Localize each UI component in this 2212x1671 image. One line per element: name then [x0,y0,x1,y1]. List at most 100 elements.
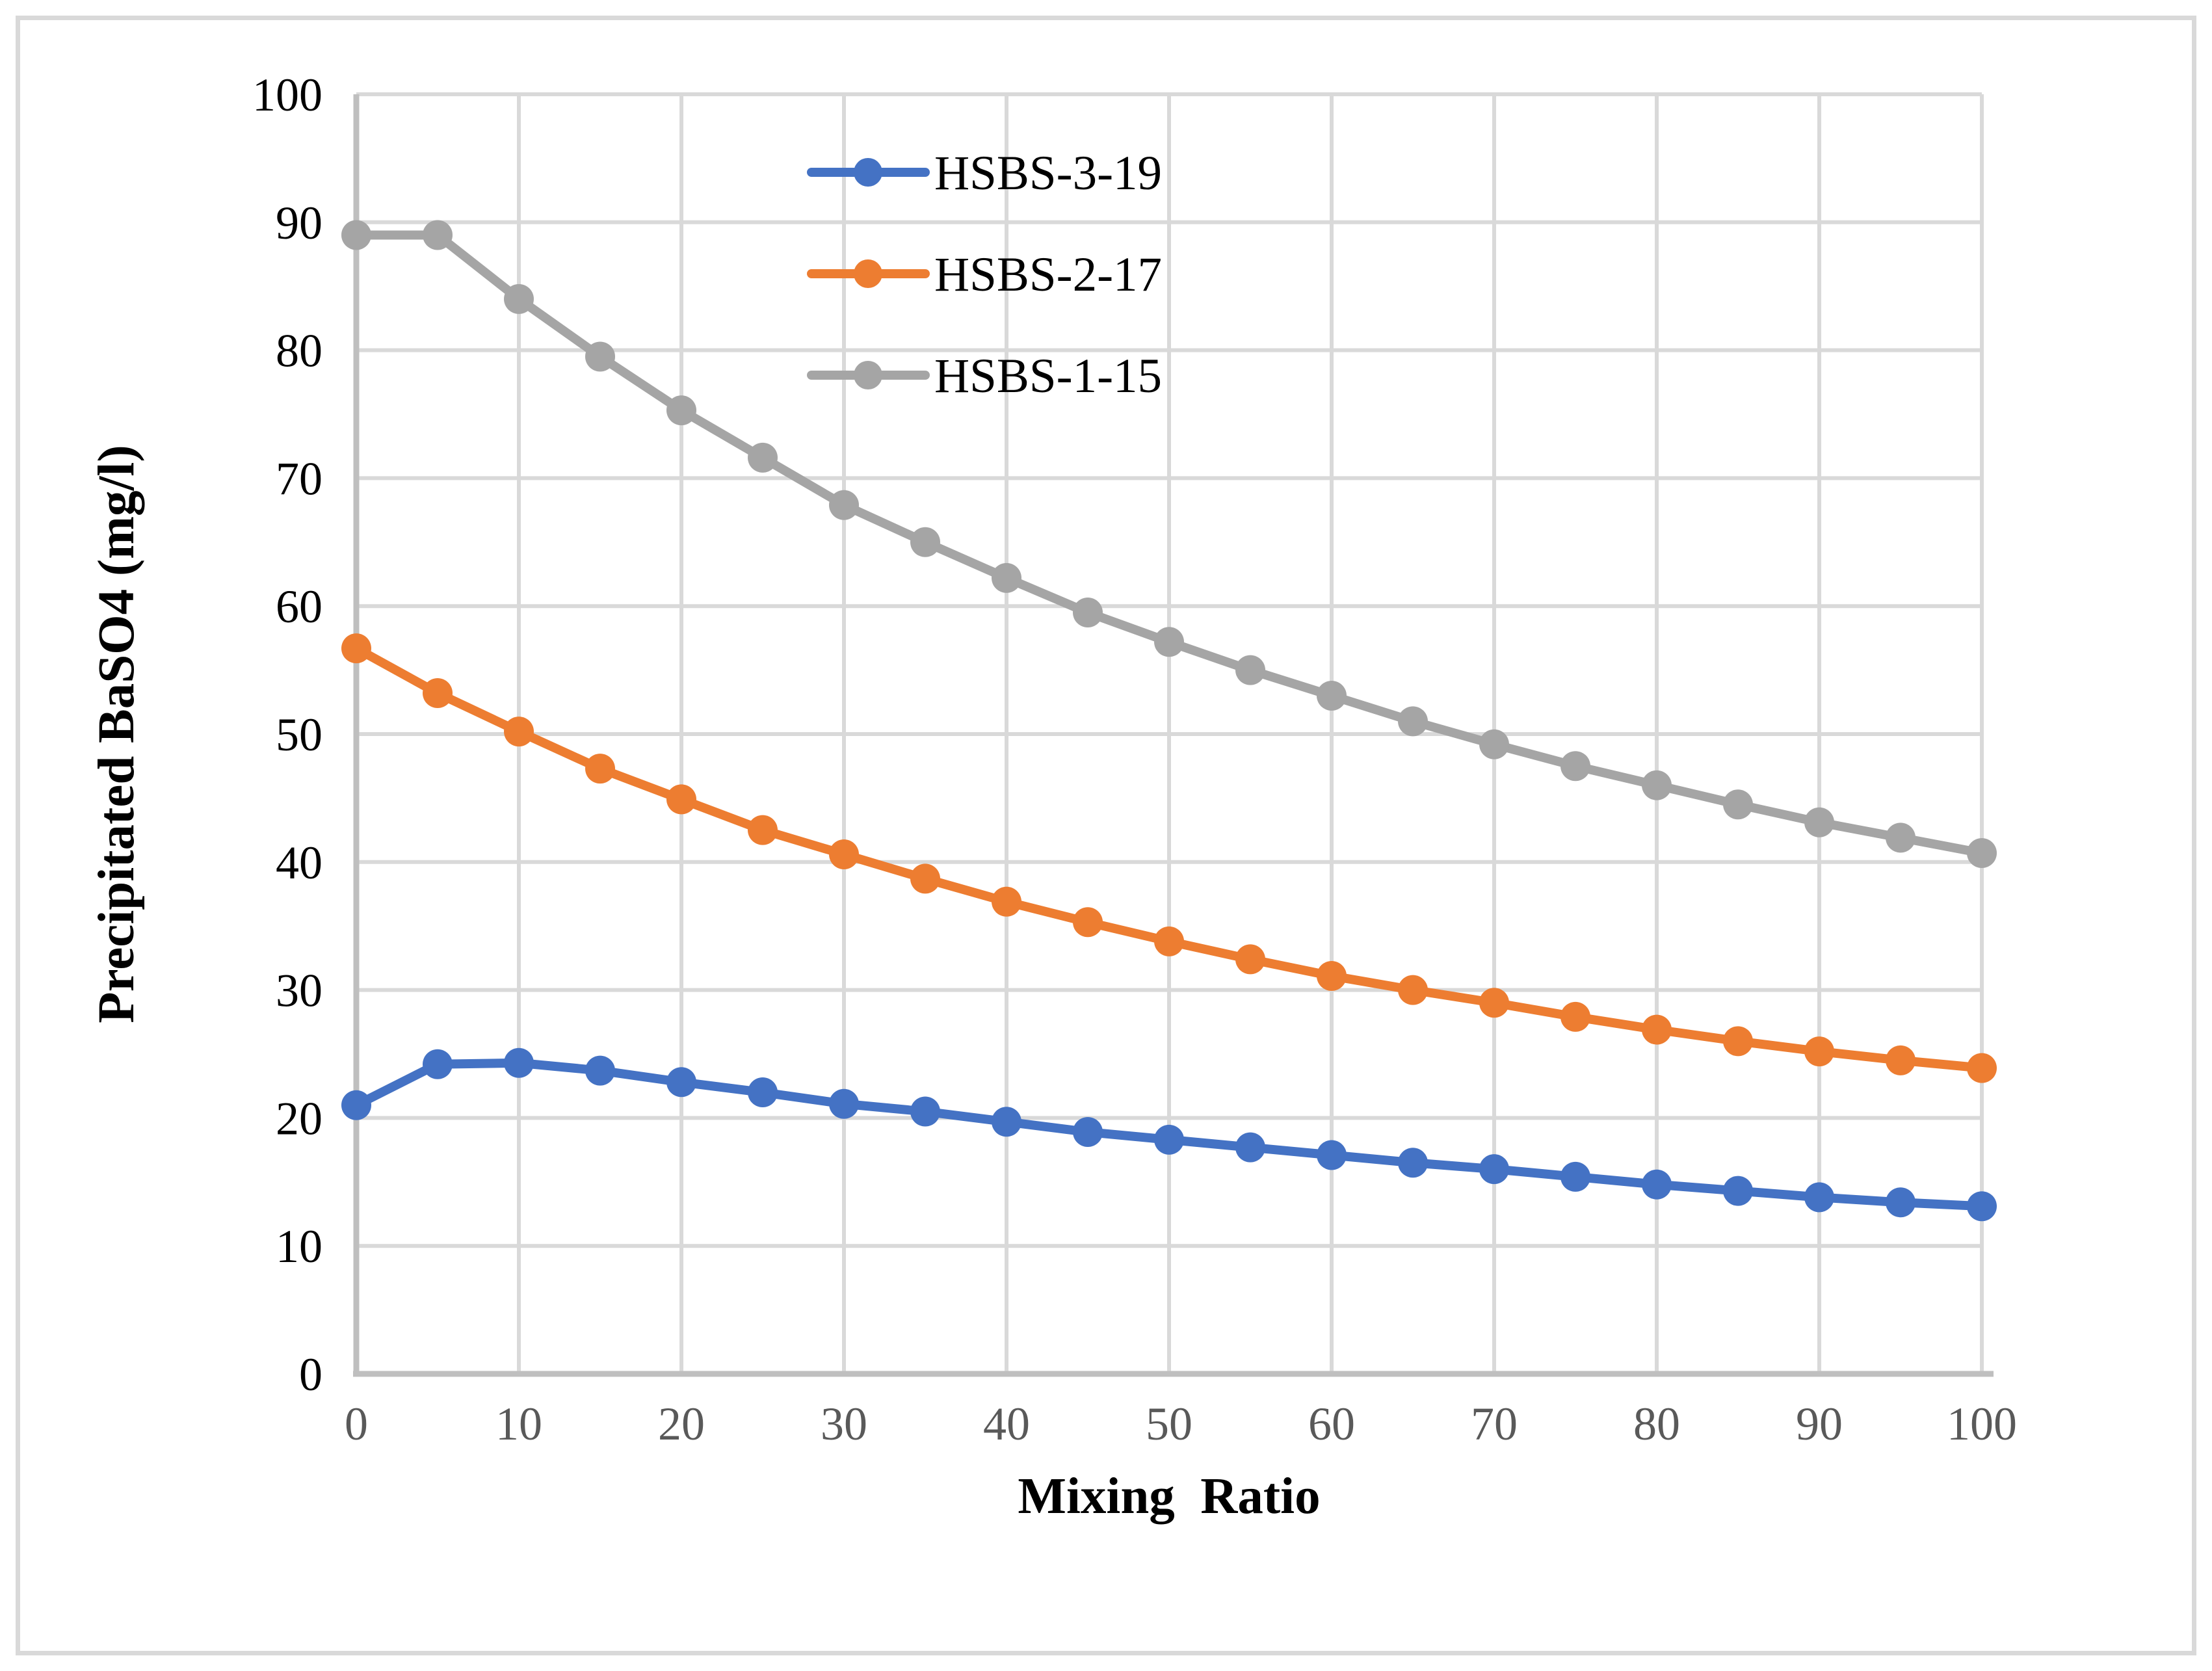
data-point-HSBS-3-19-x45 [1073,1117,1103,1148]
data-point-HSBS-2-17-x15 [585,754,615,784]
data-point-HSBS-1-15-x75 [1560,751,1590,782]
data-point-HSBS-3-19-x30 [829,1088,859,1119]
data-point-HSBS-2-17-x0 [341,633,371,664]
x-tick-label-50: 50 [1146,1398,1192,1450]
data-point-HSBS-2-17-x90 [1804,1036,1834,1067]
data-point-HSBS-1-15-x85 [1723,789,1753,820]
data-point-HSBS-2-17-x70 [1479,988,1509,1018]
data-point-HSBS-2-17-x80 [1642,1014,1672,1045]
data-point-HSBS-1-15-x95 [1886,822,1916,853]
data-point-HSBS-3-19-x75 [1560,1161,1590,1192]
legend-label: HSBS-3-19 [934,146,1162,200]
data-point-HSBS-2-17-x60 [1317,960,1347,991]
y-tick-label-40: 40 [276,837,323,889]
data-point-HSBS-3-19-x40 [992,1107,1021,1137]
x-tick-label-0: 0 [345,1398,368,1450]
data-point-HSBS-2-17-x50 [1154,926,1184,956]
y-tick-label-100: 100 [252,69,323,121]
data-point-HSBS-2-17-x30 [829,839,859,869]
data-point-HSBS-3-19-x25 [748,1077,778,1108]
y-axis-title: Precipitated BaSO4 (mg/l) [88,445,145,1023]
data-point-HSBS-3-19-x80 [1642,1169,1672,1200]
data-point-HSBS-1-15-x15 [585,341,615,372]
data-point-HSBS-2-17-x55 [1235,944,1265,975]
data-point-HSBS-3-19-x85 [1723,1176,1753,1206]
legend-marker [854,158,882,187]
data-point-HSBS-3-19-x90 [1804,1182,1834,1213]
data-point-HSBS-3-19-x0 [341,1090,371,1120]
data-point-HSBS-2-17-x45 [1073,907,1103,938]
x-tick-label-40: 40 [983,1398,1030,1450]
x-tick-label-10: 10 [495,1398,542,1450]
y-tick-label-0: 0 [299,1349,323,1401]
legend-label: HSBS-2-17 [934,248,1162,302]
x-tick-label-90: 90 [1796,1398,1843,1450]
data-point-HSBS-2-17-x25 [748,815,778,845]
data-point-HSBS-3-19-x70 [1479,1154,1509,1185]
y-tick-label-70: 70 [276,453,323,505]
data-point-HSBS-3-19-x65 [1398,1148,1428,1178]
data-point-HSBS-2-17-x75 [1560,1001,1590,1032]
legend-item-hsbs-3-19: HSBS-3-19 [807,146,1162,200]
y-tick-label-50: 50 [276,709,323,761]
figure-border [16,16,2196,1655]
data-point-HSBS-1-15-x10 [504,283,534,314]
y-tick-label-10: 10 [276,1220,323,1272]
data-point-HSBS-2-17-x5 [423,678,453,709]
legend-item-hsbs-2-17: HSBS-2-17 [807,248,1162,302]
y-tick-label-20: 20 [276,1092,323,1144]
data-point-HSBS-1-15-x5 [423,220,453,250]
data-point-HSBS-2-17-x35 [910,863,940,894]
data-point-HSBS-3-19-x60 [1317,1140,1347,1170]
legend-marker [854,259,882,288]
data-point-HSBS-1-15-x60 [1317,680,1347,711]
data-point-HSBS-1-15-x0 [341,220,371,250]
data-point-HSBS-3-19-x10 [504,1047,534,1078]
data-point-HSBS-1-15-x50 [1154,627,1184,657]
data-point-HSBS-3-19-x50 [1154,1124,1184,1155]
x-tick-label-100: 100 [1947,1398,2017,1450]
data-point-HSBS-1-15-x80 [1642,770,1672,800]
data-point-HSBS-3-19-x5 [423,1049,453,1079]
data-point-HSBS-1-15-x100 [1967,838,1997,869]
data-point-HSBS-1-15-x25 [748,442,778,473]
data-point-HSBS-2-17-x65 [1398,975,1428,1005]
data-point-HSBS-1-15-x30 [829,490,859,520]
data-point-HSBS-3-19-x95 [1886,1187,1916,1218]
data-point-HSBS-1-15-x40 [992,562,1021,593]
x-axis-title: Mixing Ratio [1018,1468,1320,1525]
data-point-HSBS-3-19-x100 [1967,1191,1997,1222]
plot-area: 0 10 20 30 40 50 60 70 80 90 100 0 10 20 30 40 50 60 70 80 9… [252,69,2017,1450]
data-point-HSBS-3-19-x35 [910,1096,940,1127]
data-point-HSBS-1-15-x45 [1073,598,1103,628]
data-point-HSBS-2-17-x10 [504,717,534,747]
legend-item-hsbs-1-15: HSBS-1-15 [807,349,1162,403]
x-tick-label-20: 20 [658,1398,705,1450]
data-point-HSBS-3-19-x55 [1235,1132,1265,1163]
data-point-HSBS-1-15-x70 [1479,729,1509,759]
data-point-HSBS-1-15-x65 [1398,706,1428,737]
x-tick-label-80: 80 [1633,1398,1680,1450]
y-tick-label-60: 60 [276,581,323,633]
data-point-HSBS-2-17-x85 [1723,1026,1753,1057]
data-point-HSBS-3-19-x20 [666,1067,696,1098]
x-tick-label-70: 70 [1471,1398,1518,1450]
data-point-HSBS-2-17-x95 [1886,1045,1916,1075]
data-point-HSBS-2-17-x20 [666,784,696,815]
data-point-HSBS-2-17-x100 [1967,1053,1997,1083]
y-tick-label-90: 90 [276,197,323,249]
data-point-HSBS-1-15-x90 [1804,807,1834,837]
legend: HSBS-3-19 HSBS-2-17 HSBS-1-15 [807,146,1162,403]
y-tick-label-30: 30 [276,965,323,1017]
data-point-HSBS-1-15-x55 [1235,655,1265,685]
data-point-HSBS-3-19-x15 [585,1055,615,1086]
data-point-HSBS-1-15-x35 [910,527,940,557]
data-point-HSBS-2-17-x40 [992,886,1021,917]
legend-label: HSBS-1-15 [934,349,1162,403]
x-tick-label-60: 60 [1308,1398,1355,1450]
legend-marker [854,361,882,389]
data-point-HSBS-1-15-x20 [666,395,696,426]
x-tick-label-30: 30 [821,1398,867,1450]
